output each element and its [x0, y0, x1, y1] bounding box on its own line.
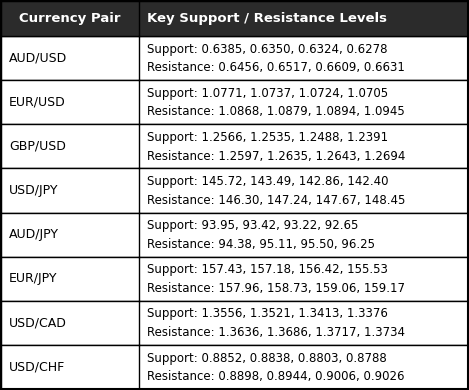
Text: AUD/USD: AUD/USD: [9, 51, 67, 65]
Bar: [1, 1, 468, 36]
Text: EUR/USD: EUR/USD: [9, 96, 66, 109]
Text: Support: 0.6385, 0.6350, 0.6324, 0.6278: Support: 0.6385, 0.6350, 0.6324, 0.6278: [147, 43, 387, 56]
Text: Support: 93.95, 93.42, 93.22, 92.65: Support: 93.95, 93.42, 93.22, 92.65: [147, 219, 358, 232]
Text: Support: 1.2566, 1.2535, 1.2488, 1.2391: Support: 1.2566, 1.2535, 1.2488, 1.2391: [147, 131, 388, 144]
Text: USD/CAD: USD/CAD: [9, 316, 67, 329]
Text: Currency Pair: Currency Pair: [19, 12, 121, 25]
Bar: [1, 257, 468, 301]
Bar: [1, 124, 468, 168]
Text: Support: 145.72, 143.49, 142.86, 142.40: Support: 145.72, 143.49, 142.86, 142.40: [147, 175, 388, 188]
Text: AUD/JPY: AUD/JPY: [9, 228, 59, 241]
Text: Resistance: 1.0868, 1.0879, 1.0894, 1.0945: Resistance: 1.0868, 1.0879, 1.0894, 1.09…: [147, 105, 405, 119]
Text: Resistance: 0.6456, 0.6517, 0.6609, 0.6631: Resistance: 0.6456, 0.6517, 0.6609, 0.66…: [147, 61, 405, 74]
Text: Support: 1.0771, 1.0737, 1.0724, 1.0705: Support: 1.0771, 1.0737, 1.0724, 1.0705: [147, 87, 388, 100]
Bar: [1, 213, 468, 257]
Text: Resistance: 0.8898, 0.8944, 0.9006, 0.9026: Resistance: 0.8898, 0.8944, 0.9006, 0.90…: [147, 370, 404, 383]
Text: Support: 1.3556, 1.3521, 1.3413, 1.3376: Support: 1.3556, 1.3521, 1.3413, 1.3376: [147, 307, 388, 321]
Text: Resistance: 157.96, 158.73, 159.06, 159.17: Resistance: 157.96, 158.73, 159.06, 159.…: [147, 282, 405, 295]
Bar: [1, 36, 468, 80]
Text: Support: 157.43, 157.18, 156.42, 155.53: Support: 157.43, 157.18, 156.42, 155.53: [147, 263, 388, 277]
Text: EUR/JPY: EUR/JPY: [9, 272, 58, 285]
Bar: [1, 345, 468, 389]
Text: Support: 0.8852, 0.8838, 0.8803, 0.8788: Support: 0.8852, 0.8838, 0.8803, 0.8788: [147, 352, 386, 365]
Text: USD/CHF: USD/CHF: [9, 360, 65, 374]
Text: Resistance: 146.30, 147.24, 147.67, 148.45: Resistance: 146.30, 147.24, 147.67, 148.…: [147, 194, 405, 207]
Text: GBP/USD: GBP/USD: [9, 140, 66, 153]
Text: Resistance: 1.2597, 1.2635, 1.2643, 1.2694: Resistance: 1.2597, 1.2635, 1.2643, 1.26…: [147, 149, 405, 163]
Text: Resistance: 1.3636, 1.3686, 1.3717, 1.3734: Resistance: 1.3636, 1.3686, 1.3717, 1.37…: [147, 326, 405, 339]
Text: Key Support / Resistance Levels: Key Support / Resistance Levels: [147, 12, 387, 25]
Text: Resistance: 94.38, 95.11, 95.50, 96.25: Resistance: 94.38, 95.11, 95.50, 96.25: [147, 238, 375, 251]
Text: USD/JPY: USD/JPY: [9, 184, 59, 197]
Bar: [1, 80, 468, 124]
Bar: [1, 168, 468, 213]
Bar: [1, 301, 468, 345]
